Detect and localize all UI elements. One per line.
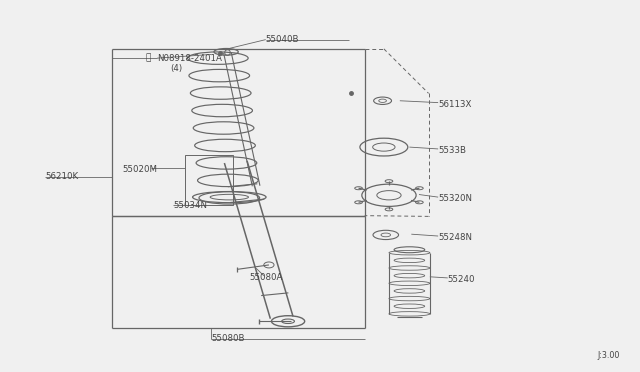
Text: 55248N: 55248N [438, 233, 472, 243]
Text: Ⓝ: Ⓝ [145, 54, 151, 62]
Text: 5533B: 5533B [438, 146, 466, 155]
Text: J:3.00: J:3.00 [598, 351, 620, 360]
Text: 55320N: 55320N [438, 195, 472, 203]
Text: 55034N: 55034N [173, 201, 207, 210]
Text: 55040B: 55040B [266, 35, 300, 44]
Text: 56210K: 56210K [45, 172, 79, 181]
Text: 55080B: 55080B [211, 334, 245, 343]
Text: N08918-2401A: N08918-2401A [157, 54, 222, 62]
Text: 55240: 55240 [448, 275, 476, 284]
Text: 55020M: 55020M [122, 165, 157, 174]
Text: 56113X: 56113X [438, 100, 472, 109]
Text: (4): (4) [170, 64, 182, 73]
Bar [184, 155, 232, 205]
Text: 55080A: 55080A [250, 273, 283, 282]
